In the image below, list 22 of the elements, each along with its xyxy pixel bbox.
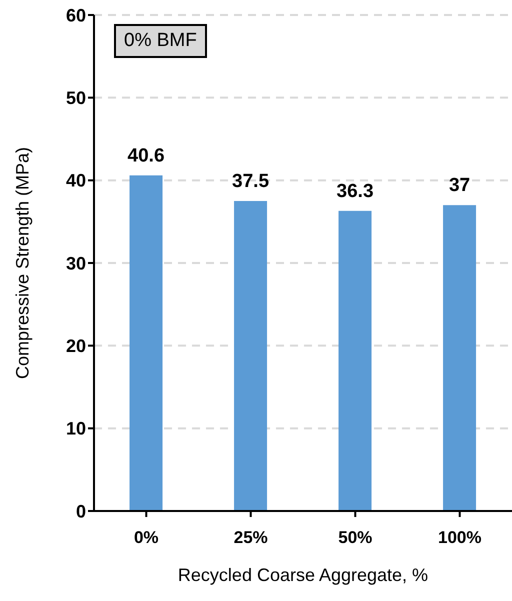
data-label: 36.3 bbox=[336, 180, 374, 202]
x-axis-title: Recycled Coarse Aggregate, % bbox=[178, 565, 428, 585]
x-tick-label: 0% bbox=[134, 528, 159, 548]
y-tick-label: 40 bbox=[66, 170, 86, 191]
y-tick-label: 30 bbox=[66, 253, 86, 274]
x-tick-label: 50% bbox=[338, 528, 372, 548]
data-label: 37 bbox=[448, 175, 470, 196]
bar bbox=[338, 210, 372, 511]
annotation: 0% BMF bbox=[114, 24, 207, 58]
bar bbox=[443, 205, 476, 511]
y-tick-label: 60 bbox=[66, 5, 86, 26]
data-label: 37.5 bbox=[232, 171, 270, 192]
y-tick-label: 10 bbox=[66, 418, 86, 439]
y-tick-label: 0 bbox=[76, 501, 86, 522]
y-axis-title: Compressive Strength (MPa) bbox=[12, 146, 32, 380]
data-label: 40.6 bbox=[128, 145, 165, 166]
x-tick-label: 25% bbox=[234, 528, 268, 548]
bar bbox=[234, 201, 268, 511]
y-tick-label: 20 bbox=[66, 336, 86, 356]
x-tick-label: 100% bbox=[438, 528, 482, 548]
y-tick-label: 50 bbox=[66, 88, 86, 108]
bar bbox=[130, 175, 163, 511]
